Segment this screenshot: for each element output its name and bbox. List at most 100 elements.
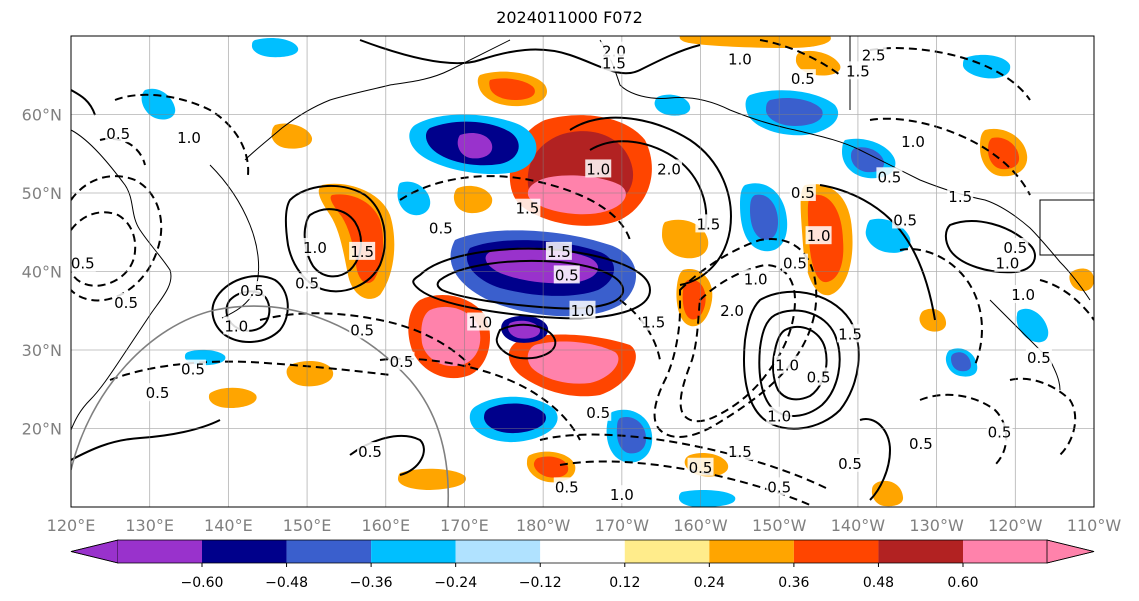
contour-dashed — [899, 248, 983, 366]
contour-label: 0.5 — [295, 274, 319, 292]
positive-anomaly-region — [421, 306, 481, 367]
colorbar — [70, 539, 1095, 564]
contour-label-bg — [427, 218, 454, 237]
contour-solid — [412, 247, 652, 320]
contour-solid — [495, 323, 557, 360]
longitude-label: 170°W — [595, 516, 650, 535]
contour-label: 1.0 — [610, 486, 634, 504]
contour-label: 0.5 — [988, 423, 1012, 441]
contour-label: 2.5 — [862, 47, 886, 65]
colorbar-segment — [202, 540, 287, 563]
negative-anomaly-region — [951, 352, 972, 372]
contour-solid — [859, 418, 892, 501]
contour-solid — [569, 116, 732, 286]
latitude-label: 20°N — [22, 420, 62, 439]
range-circle — [71, 305, 450, 507]
contour-label-bg — [569, 300, 596, 319]
map-frame — [70, 35, 1095, 508]
contour-label-bg — [600, 53, 627, 72]
contour-label: 0.5 — [181, 361, 205, 379]
contour-label-bg — [553, 265, 580, 284]
contour-label-bg — [687, 457, 714, 476]
contour-label-bg — [805, 226, 832, 245]
contour-label: 1.5 — [838, 325, 862, 343]
contour-label-bg — [301, 237, 328, 256]
contour-dashed — [109, 360, 391, 381]
contour-label-bg — [844, 61, 871, 80]
contour-label: 0.5 — [429, 219, 453, 237]
contour-dashed — [399, 175, 631, 241]
colorbar-min-arrow — [70, 539, 119, 564]
colorbar-segment — [878, 540, 963, 563]
contour-label-bg — [349, 320, 376, 339]
contour-dashed — [759, 39, 841, 76]
negative-anomaly-region — [457, 133, 493, 159]
colorbar-segment — [793, 540, 879, 563]
contour-label: 0.5 — [783, 255, 807, 273]
colorbar-tick-label: 0.24 — [694, 575, 725, 591]
contour-solid — [359, 39, 701, 75]
contour-label-bg — [900, 131, 927, 150]
longitude-label: 140°E — [204, 516, 253, 535]
contour-label: 0.5 — [240, 282, 264, 300]
contour-label: 0.5 — [909, 435, 933, 453]
contour-label-bg — [766, 477, 793, 496]
colorbar-outline — [70, 539, 1095, 564]
colorbar-tick-label: −0.48 — [265, 575, 308, 591]
longitude-label: 120°W — [988, 516, 1043, 535]
longitude-label: 110°W — [1067, 516, 1122, 535]
contour-label: 1.5 — [547, 243, 571, 261]
contour-label-bg — [781, 253, 808, 272]
contour-label: 0.5 — [791, 70, 815, 88]
negative-anomaly-region — [851, 147, 885, 173]
contour-dashed — [1009, 377, 1077, 456]
negative-anomaly-region — [484, 403, 546, 434]
contour-dashed — [379, 357, 581, 441]
contour-label-bg — [789, 183, 816, 201]
contour-label: 0.5 — [689, 459, 713, 477]
colorbar-segment — [371, 540, 456, 563]
longitude-label: 150°W — [752, 516, 807, 535]
longitude-label: 150°E — [283, 516, 332, 535]
contour-label: 1.0 — [177, 129, 201, 147]
contour-dashed — [679, 263, 797, 423]
contour-label-bg — [805, 367, 832, 386]
longitude-labels: 120°E 130°E 140°E 150°E 160°E 170°E 180°W 170°W… — [47, 516, 1122, 535]
alaska-coastline — [599, 39, 1091, 301]
contour-label: 0.5 — [1003, 239, 1027, 257]
dashed-contours — [71, 39, 1094, 506]
asia-coastline — [71, 129, 172, 431]
contour-label: 1.0 — [775, 357, 799, 375]
contour-label: 1.5 — [948, 188, 972, 206]
contour-solid — [71, 89, 96, 116]
colorbar-tick-label: −0.12 — [519, 575, 562, 591]
contour-label: 1.5 — [846, 62, 870, 80]
longitude-label: 130°W — [909, 516, 964, 535]
positive-anomaly-region — [271, 123, 313, 149]
contour-label-bg — [514, 198, 541, 217]
contour-label: 0.5 — [106, 125, 130, 143]
colorbar-segment — [118, 540, 202, 563]
contour-dashed — [99, 137, 146, 166]
contour-label-bg — [766, 406, 793, 425]
contour-solid — [819, 184, 936, 321]
contour-label-bg — [585, 402, 612, 421]
colorbar-tick-label: −0.60 — [181, 575, 224, 591]
contour-label-bg — [860, 45, 887, 64]
positive-anomaly-region — [1069, 268, 1094, 292]
contour-label-bg — [789, 69, 816, 88]
contour-solid — [303, 208, 362, 278]
contour-label-bg — [907, 434, 934, 453]
contour-label-bg — [1025, 347, 1052, 366]
negative-anomaly-region — [397, 181, 431, 216]
contour-label: 0.5 — [877, 168, 901, 186]
contour-label-bg — [640, 312, 667, 331]
contour-dashed — [259, 312, 471, 366]
latitude-label: 60°N — [22, 106, 62, 125]
contour-label: 0.5 — [71, 255, 95, 273]
contour-label: 0.5 — [350, 321, 374, 339]
contour-label: 0.5 — [767, 478, 791, 496]
contour-label: 0.5 — [358, 443, 382, 461]
positive-anomaly-region — [208, 387, 257, 408]
